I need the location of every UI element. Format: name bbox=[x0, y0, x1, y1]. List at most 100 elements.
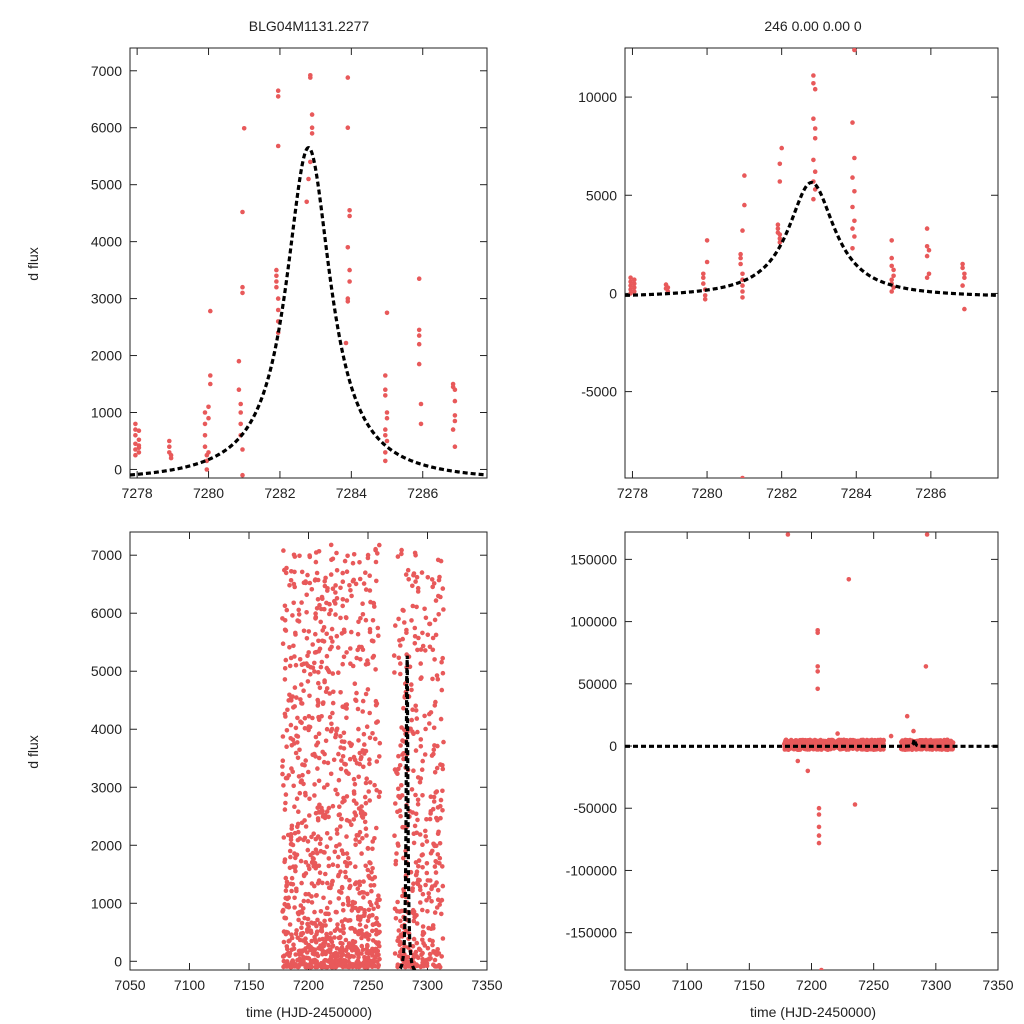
data-point bbox=[357, 560, 362, 565]
data-point bbox=[321, 895, 326, 901]
data-point bbox=[923, 664, 929, 669]
data-point bbox=[347, 279, 352, 284]
data-point bbox=[740, 228, 745, 233]
data-point bbox=[383, 387, 388, 393]
data-point bbox=[628, 283, 633, 288]
data-point bbox=[424, 870, 430, 876]
data-point bbox=[321, 964, 326, 970]
data-point bbox=[418, 661, 424, 666]
data-point bbox=[415, 802, 421, 807]
data-point bbox=[914, 746, 920, 752]
data-point bbox=[305, 955, 311, 961]
data-point bbox=[420, 907, 425, 913]
data-point bbox=[438, 815, 443, 821]
data-point bbox=[396, 616, 401, 622]
data-point bbox=[363, 662, 369, 667]
data-point bbox=[433, 699, 438, 705]
data-point bbox=[420, 924, 426, 929]
data-point bbox=[312, 669, 317, 674]
data-point bbox=[293, 725, 299, 731]
data-point bbox=[409, 787, 415, 792]
data-point bbox=[414, 940, 420, 946]
x-tick-label: 7350 bbox=[982, 977, 1013, 993]
data-point bbox=[296, 619, 302, 624]
data-point bbox=[891, 285, 896, 290]
data-point bbox=[322, 812, 328, 818]
data-point bbox=[297, 962, 302, 967]
data-point bbox=[298, 903, 304, 908]
data-point bbox=[356, 914, 361, 920]
data-point bbox=[337, 935, 343, 941]
data-point bbox=[819, 967, 824, 970]
data-point bbox=[306, 629, 312, 634]
data-point bbox=[411, 831, 417, 836]
data-point bbox=[401, 705, 406, 711]
data-point bbox=[296, 917, 301, 923]
data-point bbox=[357, 750, 363, 756]
data-point bbox=[939, 740, 945, 745]
data-point bbox=[306, 724, 312, 729]
data-point bbox=[777, 179, 783, 184]
data-point bbox=[962, 275, 967, 281]
data-point bbox=[436, 612, 442, 617]
data-point bbox=[288, 854, 293, 860]
data-point bbox=[434, 843, 439, 849]
data-point bbox=[441, 739, 446, 745]
data-point bbox=[367, 710, 373, 716]
data-point bbox=[353, 698, 359, 703]
data-point bbox=[334, 568, 340, 573]
data-point bbox=[406, 964, 412, 969]
data-point bbox=[812, 126, 818, 131]
data-point bbox=[329, 882, 335, 887]
data-point bbox=[316, 731, 322, 736]
data-point bbox=[398, 918, 403, 924]
data-point bbox=[329, 626, 335, 632]
data-point bbox=[367, 960, 373, 966]
data-point bbox=[422, 752, 428, 757]
data-point bbox=[321, 785, 327, 790]
data-point bbox=[282, 963, 288, 968]
data-point bbox=[288, 837, 294, 843]
data-point bbox=[301, 948, 306, 953]
data-point bbox=[295, 821, 301, 827]
data-point bbox=[384, 438, 390, 444]
data-point bbox=[274, 279, 279, 284]
data-point bbox=[280, 641, 286, 646]
data-point bbox=[293, 931, 299, 937]
data-point bbox=[628, 275, 633, 281]
x-tick-label: 7282 bbox=[766, 485, 797, 501]
data-point bbox=[423, 648, 428, 653]
data-point bbox=[328, 836, 333, 841]
data-point bbox=[855, 738, 861, 744]
data-point bbox=[425, 945, 431, 951]
data-point bbox=[327, 691, 333, 696]
data-point bbox=[301, 873, 307, 879]
data-point bbox=[420, 758, 426, 764]
data-point bbox=[342, 558, 348, 564]
data-point bbox=[283, 875, 289, 881]
data-point bbox=[375, 941, 380, 946]
data-point bbox=[347, 877, 352, 883]
data-point bbox=[336, 962, 342, 968]
y-tick-label: -50000 bbox=[573, 800, 617, 816]
data-point bbox=[292, 685, 298, 690]
data-point bbox=[347, 208, 352, 213]
data-point bbox=[433, 951, 439, 957]
data-point bbox=[429, 753, 435, 758]
data-point bbox=[284, 607, 290, 613]
data-point bbox=[383, 458, 388, 464]
data-point bbox=[350, 942, 356, 947]
data-point bbox=[341, 730, 347, 736]
data-point bbox=[420, 643, 426, 649]
data-point bbox=[284, 728, 290, 733]
data-point bbox=[314, 851, 320, 856]
data-point bbox=[351, 817, 357, 822]
data-point bbox=[395, 899, 400, 905]
data-point bbox=[334, 909, 339, 915]
data-point bbox=[370, 938, 376, 943]
data-point bbox=[418, 900, 423, 905]
data-point bbox=[701, 281, 706, 286]
data-point bbox=[415, 881, 421, 887]
data-point bbox=[286, 962, 292, 967]
data-point bbox=[301, 628, 307, 634]
